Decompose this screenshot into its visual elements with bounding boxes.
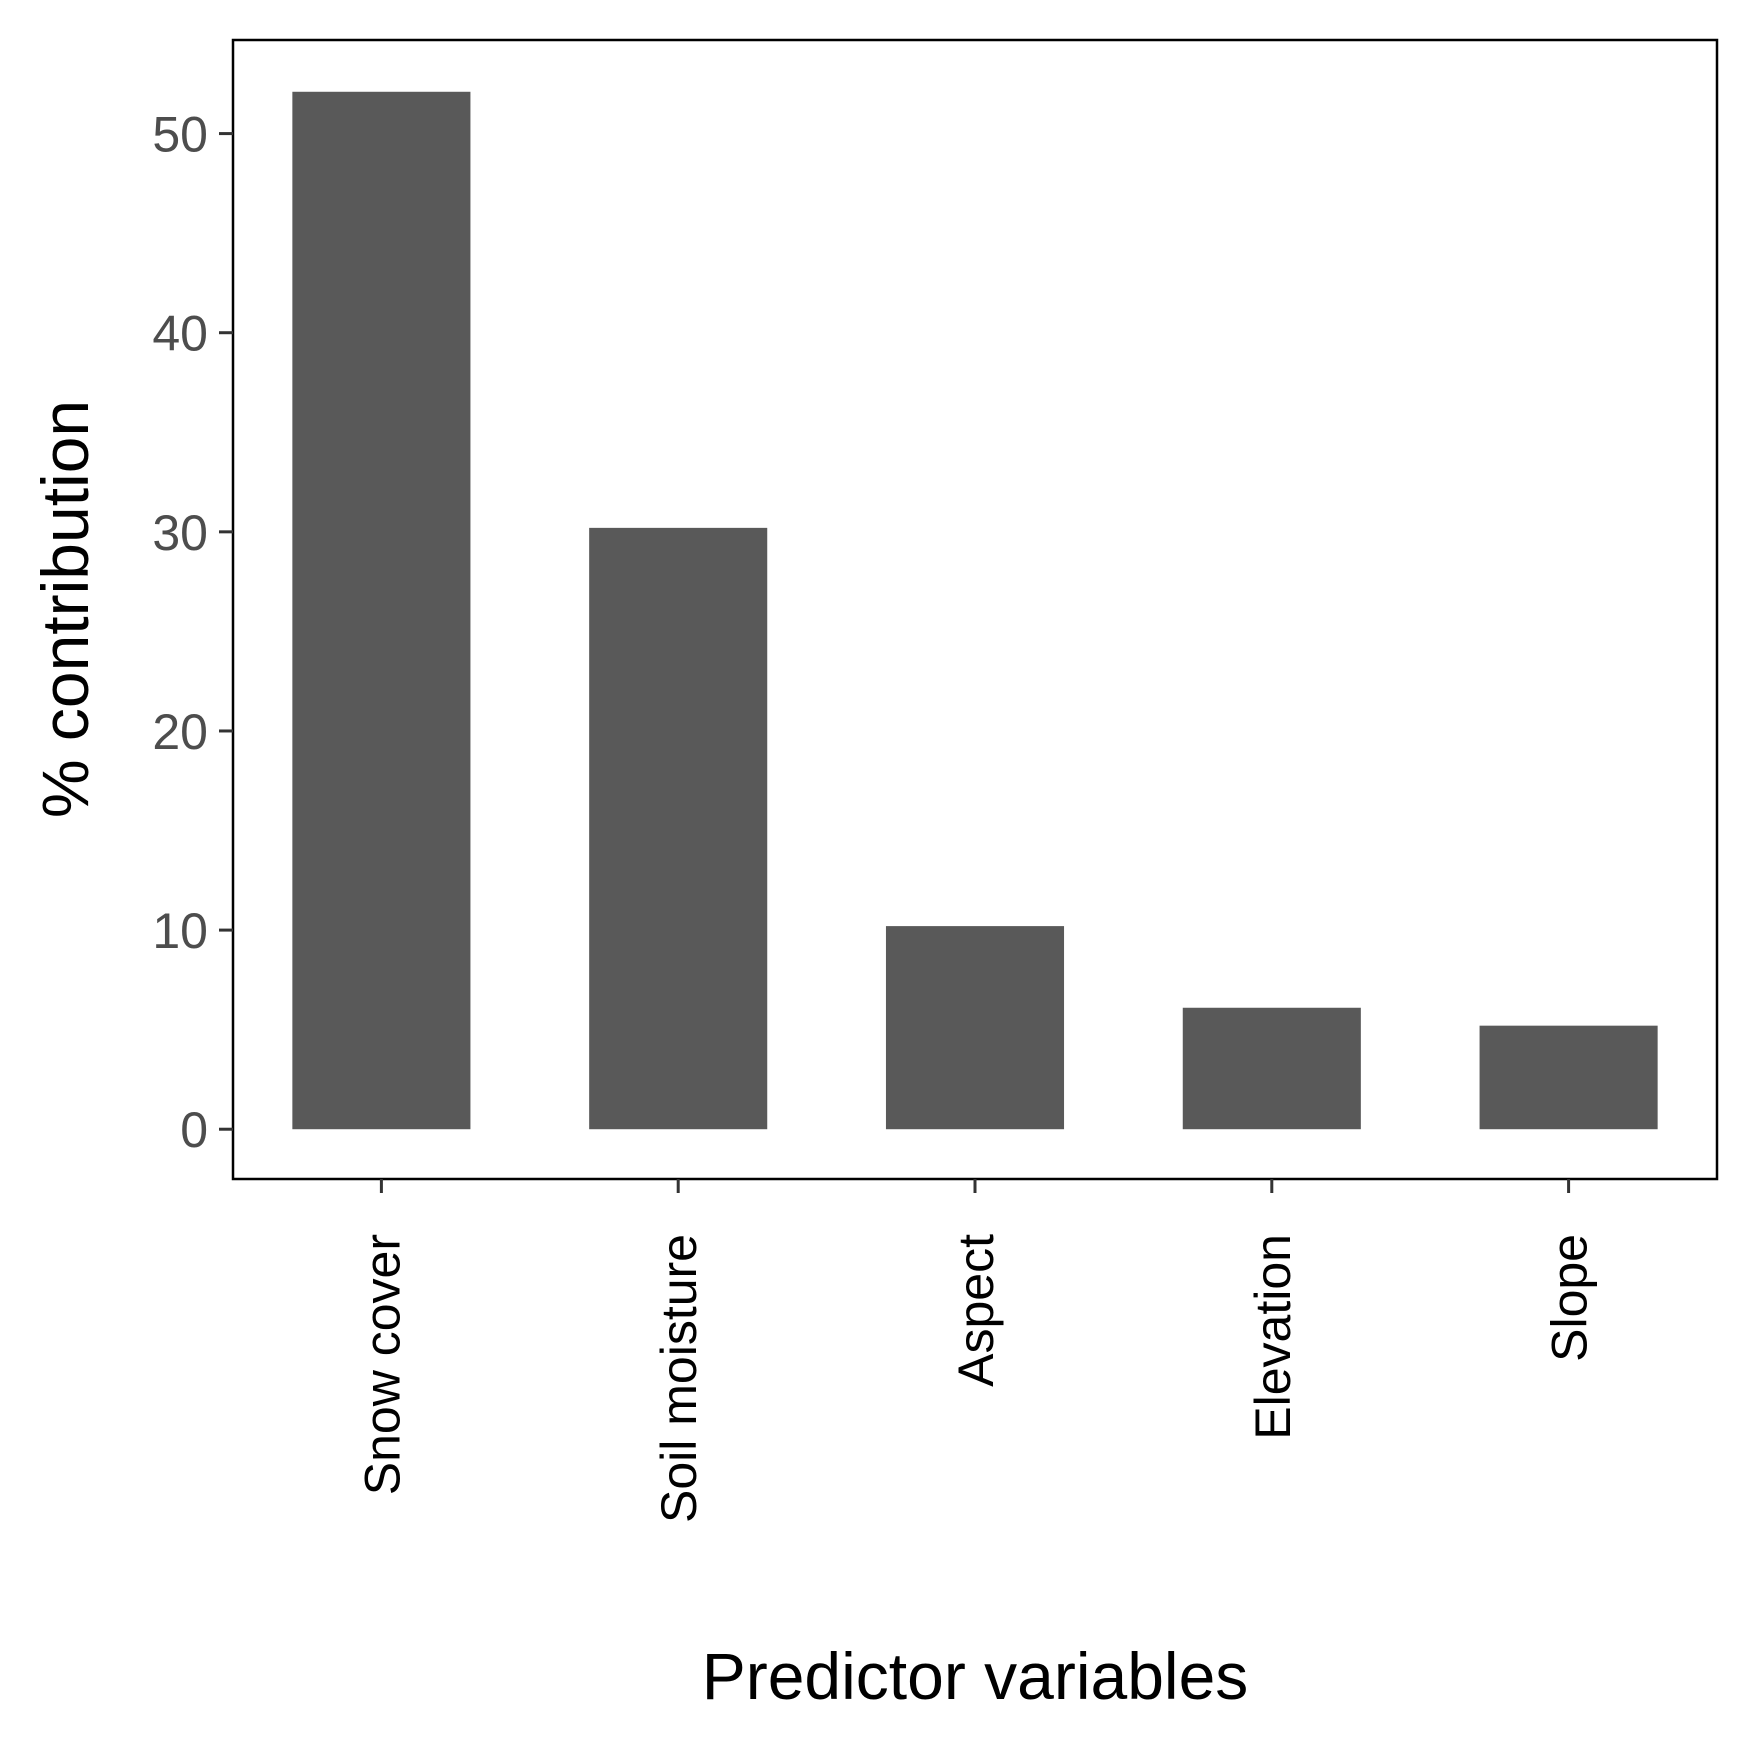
y-tick-label: 30 <box>152 505 208 561</box>
bar-elevation <box>1182 1007 1361 1130</box>
x-tick-label: Elevation <box>1245 1234 1301 1440</box>
x-axis: Snow cover Soil moisture Aspect Elevation Sl… <box>354 1179 1598 1523</box>
x-axis-title: Predictor variables <box>702 1639 1249 1713</box>
y-tick-label: 40 <box>152 306 208 362</box>
x-tick-label: Snow cover <box>354 1234 410 1495</box>
y-tick-label: 10 <box>152 903 208 959</box>
y-axis: 0 10 20 30 40 50 <box>152 107 233 1158</box>
x-tick-label: Aspect <box>948 1234 1004 1387</box>
y-tick-label: 0 <box>180 1102 208 1158</box>
y-axis-title: % contribution <box>28 400 102 818</box>
bar-snow-cover <box>292 91 471 1130</box>
y-tick-label: 20 <box>152 704 208 760</box>
y-tick-label: 50 <box>152 107 208 163</box>
bars-layer <box>292 91 1658 1130</box>
bar-aspect <box>885 926 1065 1130</box>
x-tick-label: Slope <box>1542 1234 1598 1362</box>
bar-soil-moisture <box>589 527 768 1130</box>
x-tick-label: Soil moisture <box>651 1234 707 1523</box>
bar-slope <box>1479 1025 1658 1130</box>
